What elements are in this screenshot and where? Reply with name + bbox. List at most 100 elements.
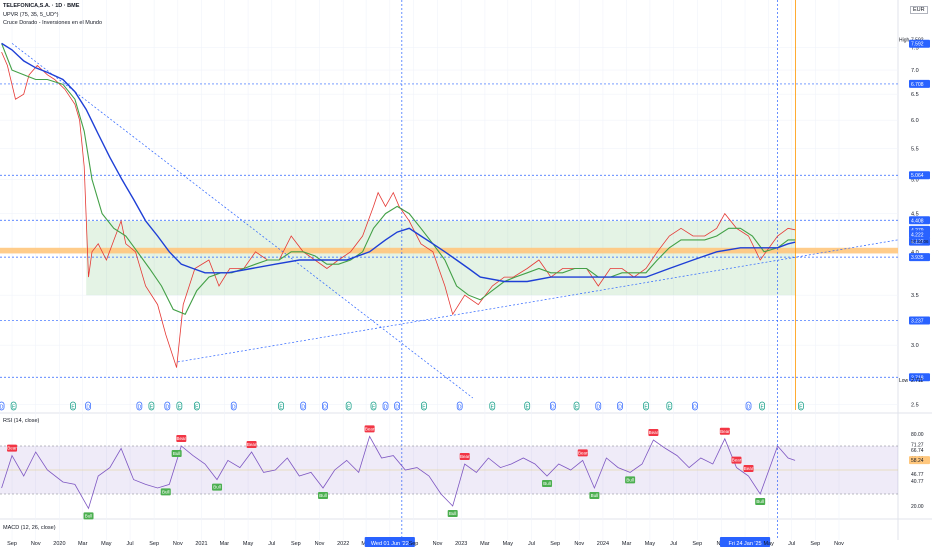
rsi-signal-label: Bear bbox=[578, 450, 588, 455]
rsi-signal-badge bbox=[176, 435, 187, 442]
price-label-bg bbox=[909, 373, 930, 382]
event-letter: D bbox=[693, 405, 697, 411]
y-tick-label: 7.0 bbox=[911, 68, 919, 74]
event-marker bbox=[745, 401, 752, 411]
x-tick-label: Nov bbox=[31, 541, 41, 547]
rsi-signal-label: Bull bbox=[449, 511, 457, 516]
rsi-signal-badge bbox=[755, 498, 766, 505]
event-letter: E bbox=[491, 405, 495, 411]
event-letter: E bbox=[150, 405, 154, 411]
symbol-title[interactable]: TELEFONICA,S.A. · 1D · BME bbox=[3, 3, 80, 9]
event-letter: E bbox=[347, 405, 351, 411]
rsi-signal-label: Bull bbox=[85, 513, 93, 518]
event-letter: E bbox=[760, 405, 764, 411]
price-label-value: 5.064 bbox=[911, 173, 924, 179]
x-tick-label: Jul bbox=[528, 541, 535, 547]
event-marker bbox=[595, 401, 602, 411]
event-marker bbox=[550, 401, 556, 411]
rsi-tick-label: 20.00 bbox=[911, 504, 924, 510]
x-tick-label: Jul bbox=[788, 541, 795, 547]
y-tick-label: 4.0 bbox=[911, 250, 919, 256]
rsi-label-value: 71.27 bbox=[911, 442, 924, 448]
x-tick-label: Jul bbox=[670, 541, 677, 547]
event-letter: E bbox=[799, 405, 803, 411]
currency-badge[interactable]: EUR bbox=[910, 6, 928, 14]
rsi-signal-label: Bull bbox=[162, 489, 170, 494]
event-marker bbox=[322, 401, 328, 411]
event-marker bbox=[759, 401, 765, 411]
event-letter: D bbox=[596, 405, 600, 411]
event-marker bbox=[0, 401, 5, 411]
rsi-label-bg bbox=[909, 456, 930, 465]
x-tick-label: Nov bbox=[315, 541, 325, 547]
event-letter: D bbox=[747, 405, 751, 411]
event-letter: D bbox=[166, 405, 170, 411]
event-letter: D bbox=[458, 405, 462, 411]
rsi-signal-badge bbox=[171, 450, 182, 457]
price-label-bg bbox=[909, 39, 930, 48]
time-axis: Sep Nov 2020 Mar May Jul Sep Nov 2021 Mar May Jul Se… bbox=[7, 537, 844, 547]
rsi-signal-badge bbox=[318, 492, 329, 499]
x-tick-label: Wed 01 Jun '22 bbox=[371, 541, 409, 547]
rsi-signal-label: Bull bbox=[319, 493, 327, 498]
event-letter: E bbox=[422, 405, 426, 411]
x-tick-label: Sep bbox=[409, 541, 419, 547]
price-label-value: 7.592 bbox=[911, 42, 924, 48]
rsi-signal-label: Bull bbox=[543, 481, 551, 486]
rsi-signal-label: Bull bbox=[591, 493, 599, 498]
event-marker bbox=[617, 401, 623, 411]
event-letter: E bbox=[526, 405, 530, 411]
x-tick-label: Nov bbox=[574, 541, 584, 547]
event-letter: E bbox=[71, 405, 75, 411]
rsi-signal-badge bbox=[160, 488, 171, 496]
slow-ma-line bbox=[1, 42, 796, 283]
rsi-signal-badge bbox=[743, 465, 754, 472]
x-tick-label: Jul bbox=[127, 541, 134, 547]
axis-marker-value: 2.711 bbox=[911, 378, 923, 384]
event-letter: D bbox=[395, 405, 399, 411]
y-tick-label: 6.5 bbox=[911, 92, 919, 98]
rsi-signal-badge bbox=[459, 453, 470, 460]
event-marker bbox=[278, 401, 284, 411]
price-label-bg bbox=[909, 79, 930, 88]
countdown-label: 07:34:06 bbox=[911, 239, 929, 244]
rsi-signal-badge bbox=[83, 512, 94, 520]
y-tick-label: 3.0 bbox=[911, 343, 919, 349]
event-marker bbox=[394, 401, 401, 411]
x-tick-label: 2024 bbox=[597, 541, 609, 547]
rsi-signal-badge bbox=[719, 427, 730, 435]
price-label-bg bbox=[909, 216, 930, 225]
event-letter: D bbox=[301, 405, 305, 411]
x-tick-label: Sep bbox=[810, 541, 820, 547]
event-letter: E bbox=[644, 405, 648, 411]
price-label-bg bbox=[909, 253, 930, 262]
rsi-label-value: 66.74 bbox=[911, 448, 924, 454]
rsi-title[interactable]: RSI (14, close) bbox=[3, 418, 40, 424]
event-marker bbox=[798, 401, 804, 411]
x-tick-label: Nov bbox=[433, 541, 443, 547]
indicator-title[interactable]: UPVR (75, 35, 5_UD^) bbox=[3, 12, 59, 18]
rsi-signal-badge bbox=[731, 456, 742, 464]
x-tick-label: Sep bbox=[692, 541, 702, 547]
rsi-signal-badge bbox=[7, 444, 18, 452]
axis-marker-label: High bbox=[899, 38, 910, 44]
price-label-value: 6.708 bbox=[911, 82, 924, 88]
event-letter: E bbox=[178, 405, 182, 411]
macd-title[interactable]: MACD (12, 26, close) bbox=[3, 525, 56, 531]
rsi-signal-badge bbox=[364, 425, 375, 433]
rsi-signal-label: Bear bbox=[460, 454, 470, 459]
event-letter: E bbox=[279, 405, 283, 411]
rsi-signal-label: Bear bbox=[365, 426, 375, 431]
rsi-signal-badge bbox=[577, 449, 588, 457]
event-marker bbox=[382, 401, 389, 411]
x-tick-label: May bbox=[243, 541, 254, 547]
x-tick-label: Nov bbox=[834, 541, 844, 547]
rsi-signal-badge bbox=[625, 476, 636, 484]
x-tick-label: May bbox=[764, 541, 775, 547]
event-marker bbox=[345, 401, 352, 411]
event-marker bbox=[692, 401, 698, 411]
x-tick-label: Nov bbox=[173, 541, 183, 547]
event-marker bbox=[524, 401, 531, 411]
